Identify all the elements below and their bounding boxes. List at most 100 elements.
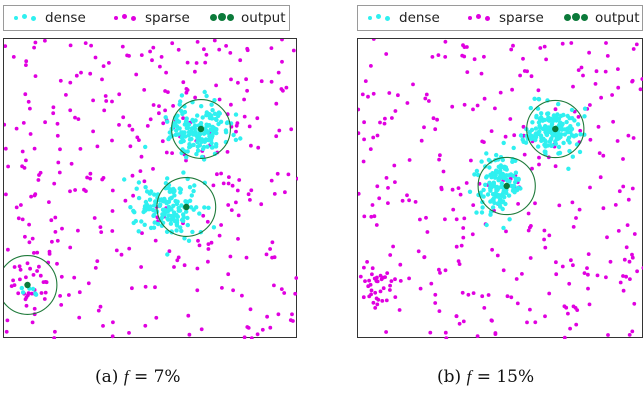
sparse-point: [443, 217, 447, 222]
sparse-point: [407, 158, 412, 162]
sparse-point: [560, 41, 565, 46]
sparse-point: [214, 83, 219, 88]
sparse-point: [436, 53, 441, 57]
sparse-point: [245, 46, 250, 51]
dense-point: [139, 219, 144, 224]
sparse-point: [520, 272, 524, 276]
dense-point: [497, 170, 502, 176]
sparse-point: [482, 140, 486, 144]
sparse-point: [537, 162, 541, 167]
sparse-point: [227, 175, 231, 180]
sparse-point: [143, 284, 148, 289]
sparse-point: [291, 48, 296, 53]
dense-point: [582, 106, 588, 111]
dense-point: [210, 131, 215, 137]
sparse-point: [528, 307, 532, 312]
sparse-point: [78, 147, 83, 151]
sparse-point: [411, 82, 415, 87]
scatter-canvas-b: [358, 39, 643, 339]
sparse-point: [362, 120, 366, 125]
dense-point: [513, 158, 518, 163]
sparse-point: [385, 271, 390, 275]
output-marker-icon: [564, 12, 588, 24]
sparse-point: [557, 203, 562, 208]
sparse-point: [396, 93, 400, 98]
sparse-point: [55, 261, 59, 266]
dense-point: [151, 225, 157, 230]
output-radius-circle: [156, 177, 217, 237]
sparse-point: [103, 94, 108, 98]
dense-point: [529, 133, 534, 138]
sparse-point: [622, 257, 627, 262]
sparse-point: [529, 74, 534, 79]
sparse-point: [134, 72, 139, 77]
dense-point: [544, 130, 549, 136]
sparse-point: [443, 39, 448, 44]
sparse-point: [55, 238, 60, 243]
sparse-point: [176, 47, 181, 52]
sparse-point: [17, 264, 22, 269]
dense-point: [171, 203, 176, 208]
sparse-point: [428, 330, 433, 335]
sparse-point: [360, 92, 365, 97]
sparse-point: [516, 202, 520, 206]
sparse-point: [247, 124, 252, 129]
dense-point: [496, 164, 501, 169]
sparse-point: [35, 269, 39, 273]
sparse-point: [182, 263, 187, 268]
dense-point: [561, 112, 566, 118]
scatter-canvas-a: [4, 39, 298, 339]
dense-point: [556, 116, 562, 121]
dense-point: [128, 205, 133, 210]
dense-point: [207, 123, 212, 128]
dense-point: [577, 149, 583, 155]
sparse-point: [244, 77, 249, 82]
sparse-point: [197, 243, 202, 248]
dense-point: [578, 132, 583, 137]
sparse-point: [363, 79, 368, 83]
dense-point: [510, 173, 516, 178]
sparse-point: [142, 88, 147, 92]
sparse-point: [391, 244, 395, 249]
dense-point: [521, 139, 526, 144]
sparse-point: [153, 285, 157, 290]
sparse-point: [438, 271, 442, 275]
sparse-point: [518, 73, 522, 78]
dense-point: [503, 201, 508, 207]
sparse-point: [23, 297, 28, 302]
sparse-point: [209, 240, 214, 245]
sparse-point: [625, 223, 630, 228]
dense-point: [174, 212, 179, 218]
sparse-point: [55, 121, 60, 126]
sparse-point: [24, 275, 28, 280]
sparse-point: [361, 159, 366, 164]
sparse-point: [469, 158, 473, 163]
sparse-point: [533, 201, 537, 206]
sparse-point: [490, 318, 494, 323]
dense-point: [233, 137, 239, 143]
sparse-point: [269, 79, 274, 84]
sparse-point: [526, 211, 531, 216]
sparse-point: [259, 79, 264, 84]
sparse-point: [170, 41, 175, 46]
sparse-point: [187, 332, 192, 337]
dense-point: [158, 202, 163, 207]
dense-point: [566, 166, 571, 171]
sparse-point: [286, 172, 291, 177]
sparse-point: [393, 277, 397, 282]
dense-point: [496, 178, 501, 183]
sparse-point: [20, 149, 25, 154]
sparse-point: [384, 176, 389, 180]
dense-point: [528, 105, 533, 111]
sparse-point: [117, 123, 121, 127]
dense-point: [564, 119, 569, 125]
sparse-point: [482, 96, 487, 101]
sparse-point: [374, 279, 379, 284]
sparse-point: [217, 47, 222, 52]
sparse-point: [380, 299, 385, 303]
sparse-point: [389, 279, 394, 283]
dense-point: [494, 184, 500, 190]
output-point: [24, 281, 31, 289]
sparse-point: [256, 145, 261, 150]
sparse-point: [32, 251, 36, 255]
